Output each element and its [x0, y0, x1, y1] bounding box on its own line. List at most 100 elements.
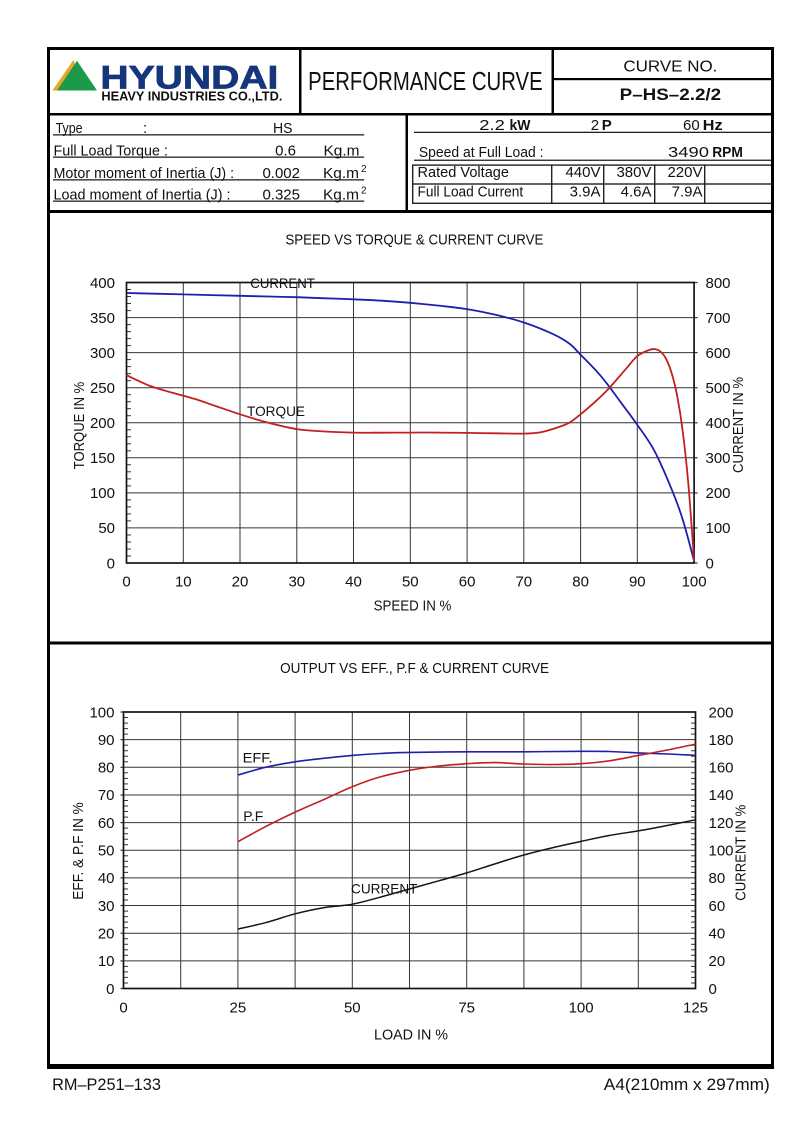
svg-text:10: 10	[175, 574, 192, 591]
svg-text:P.F: P.F	[243, 808, 263, 824]
svg-text:300: 300	[90, 345, 115, 362]
svg-text:0: 0	[706, 555, 714, 572]
svg-text:90: 90	[98, 732, 115, 749]
svg-text:3.9A: 3.9A	[570, 184, 601, 201]
svg-text:P: P	[602, 117, 612, 134]
svg-text:Full Load Current: Full Load Current	[418, 184, 524, 201]
svg-text:70: 70	[98, 787, 115, 804]
svg-text:50: 50	[98, 843, 115, 860]
svg-text:140: 140	[709, 787, 734, 804]
svg-text:700: 700	[706, 310, 731, 327]
svg-text:440V: 440V	[565, 164, 600, 181]
svg-text:EFF.: EFF.	[243, 750, 273, 766]
svg-text:100: 100	[682, 574, 707, 591]
svg-text:0.325: 0.325	[262, 186, 300, 203]
svg-text:3490: 3490	[668, 144, 709, 161]
svg-text:160: 160	[709, 760, 734, 777]
svg-text:25: 25	[230, 1000, 247, 1017]
svg-text:300: 300	[706, 450, 731, 467]
svg-text:HYUNDAI: HYUNDAI	[100, 60, 278, 96]
svg-text:Full Load Torque :: Full Load Torque :	[54, 142, 168, 159]
svg-text:0: 0	[709, 981, 717, 998]
svg-text:500: 500	[706, 380, 731, 397]
svg-text:40: 40	[98, 870, 115, 887]
svg-text:PERFORMANCE CURVE: PERFORMANCE CURVE	[308, 66, 543, 96]
svg-text:180: 180	[709, 732, 734, 749]
svg-text:200: 200	[709, 704, 734, 721]
svg-text:200: 200	[706, 485, 731, 502]
svg-text:600: 600	[706, 345, 731, 362]
svg-text:70: 70	[515, 574, 532, 591]
svg-text:10: 10	[98, 953, 115, 970]
svg-text:4.6A: 4.6A	[621, 184, 652, 201]
svg-text:40: 40	[345, 574, 362, 591]
svg-text:100: 100	[709, 843, 734, 860]
svg-text:2: 2	[591, 117, 599, 134]
svg-text:60: 60	[98, 815, 115, 832]
svg-text:SPEED VS TORQUE & CURRENT CURV: SPEED VS TORQUE & CURRENT CURVE	[285, 232, 543, 249]
svg-text:30: 30	[98, 898, 115, 915]
svg-text:CURVE NO.: CURVE NO.	[623, 59, 717, 76]
svg-text:CURRENT IN %: CURRENT IN %	[730, 377, 747, 473]
svg-text:350: 350	[90, 310, 115, 327]
svg-text:60: 60	[709, 898, 726, 915]
svg-text:50: 50	[402, 574, 419, 591]
svg-text:80: 80	[98, 760, 115, 777]
svg-text:Type: Type	[56, 120, 83, 137]
svg-text:HS: HS	[273, 120, 293, 137]
svg-text:200: 200	[90, 415, 115, 432]
svg-text:kW: kW	[510, 117, 532, 134]
svg-text:380V: 380V	[616, 164, 651, 181]
svg-text::: :	[143, 120, 147, 137]
svg-text:20: 20	[709, 953, 726, 970]
svg-text:0.002: 0.002	[262, 165, 300, 182]
svg-text:80: 80	[709, 870, 726, 887]
svg-text:100: 100	[569, 1000, 594, 1017]
svg-text:100: 100	[89, 704, 114, 721]
svg-text:0: 0	[107, 555, 115, 572]
svg-text:150: 150	[90, 450, 115, 467]
svg-text:2: 2	[361, 185, 367, 196]
svg-text:100: 100	[90, 485, 115, 502]
svg-text:TORQUE: TORQUE	[247, 403, 305, 419]
svg-text:250: 250	[90, 380, 115, 397]
svg-text:7.9A: 7.9A	[672, 184, 703, 201]
svg-text:50: 50	[98, 520, 115, 537]
svg-text:SPEED IN %: SPEED IN %	[374, 597, 452, 614]
svg-text:90: 90	[629, 574, 646, 591]
svg-text:P–HS–2.2/2: P–HS–2.2/2	[620, 85, 722, 104]
svg-text:Kg.m: Kg.m	[323, 186, 359, 203]
svg-text:Rated Voltage: Rated Voltage	[418, 164, 510, 181]
svg-text:800: 800	[706, 275, 731, 292]
svg-text:2.2: 2.2	[479, 117, 505, 134]
svg-text:50: 50	[344, 1000, 361, 1017]
svg-text:CURRENT: CURRENT	[351, 881, 418, 897]
svg-text:60: 60	[683, 117, 700, 134]
svg-text:120: 120	[709, 815, 734, 832]
svg-text:Motor moment of Inertia (J) :: Motor moment of Inertia (J) :	[54, 165, 235, 182]
svg-text:220V: 220V	[667, 164, 702, 181]
svg-text:80: 80	[572, 574, 589, 591]
svg-text:30: 30	[288, 574, 305, 591]
svg-text:CURRENT IN %: CURRENT IN %	[733, 805, 750, 901]
svg-text:0.6: 0.6	[275, 142, 296, 159]
svg-text:0: 0	[106, 981, 114, 998]
svg-text:Load moment of Inertia (J) :: Load moment of Inertia (J) :	[54, 186, 231, 203]
svg-text:40: 40	[709, 926, 726, 943]
svg-text:20: 20	[232, 574, 249, 591]
svg-text:OUTPUT VS EFF., P.F & CURRENT: OUTPUT VS EFF., P.F & CURRENT CURVE	[280, 660, 549, 677]
svg-text:A4(210mm x 297mm): A4(210mm x 297mm)	[604, 1075, 770, 1094]
svg-text:LOAD IN %: LOAD IN %	[374, 1026, 448, 1043]
svg-text:0: 0	[119, 1000, 127, 1017]
svg-text:Kg.m: Kg.m	[324, 142, 360, 159]
svg-text:400: 400	[90, 275, 115, 292]
svg-text:20: 20	[98, 926, 115, 943]
svg-text:Kg.m: Kg.m	[323, 165, 359, 182]
svg-text:EFF. & P.F IN %: EFF. & P.F IN %	[70, 802, 87, 899]
svg-text:400: 400	[706, 415, 731, 432]
svg-text:HEAVY INDUSTRIES CO.,LTD.: HEAVY INDUSTRIES CO.,LTD.	[101, 90, 282, 104]
svg-text:125: 125	[683, 1000, 708, 1017]
svg-text:RM–P251–133: RM–P251–133	[52, 1075, 161, 1094]
svg-text:Hz: Hz	[703, 117, 723, 134]
svg-text:Speed at Full Load :: Speed at Full Load :	[419, 144, 544, 161]
